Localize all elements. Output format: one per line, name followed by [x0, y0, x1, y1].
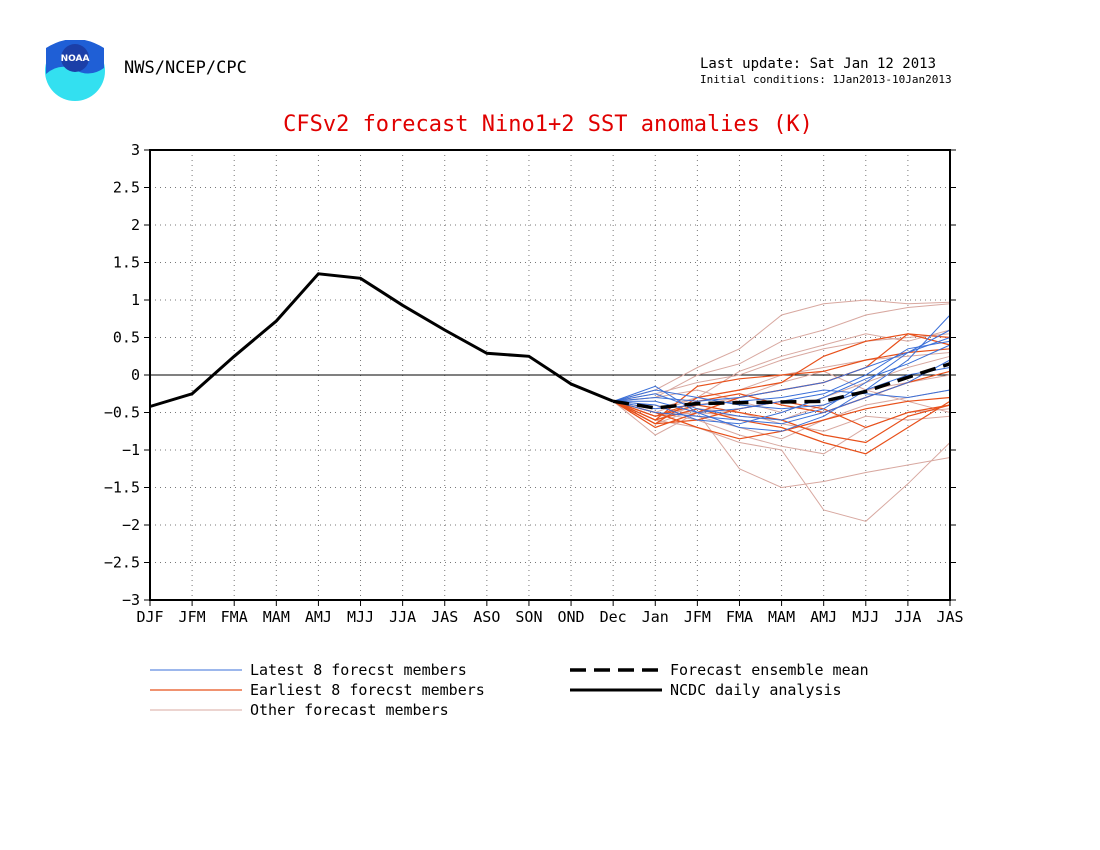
x-tick-label: JAS	[936, 608, 963, 626]
y-tick-label: −1	[122, 441, 140, 459]
legend-label-earliest: Earliest 8 forecst members	[250, 681, 485, 699]
x-tick-label: OND	[558, 608, 585, 626]
x-tick-label: JJA	[894, 608, 921, 626]
y-tick-label: −2.5	[104, 554, 140, 572]
y-tick-label: 0	[131, 366, 140, 384]
latest-member-line	[613, 367, 951, 410]
x-tick-label: JFM	[179, 608, 206, 626]
y-tick-label: −2	[122, 516, 140, 534]
chart-title-text: CFSv2 forecast Nino1+2 SST anomalies (K)	[283, 112, 813, 137]
legend: Latest 8 forecst members Earliest 8 forec…	[150, 661, 869, 719]
y-tick-label: 2.5	[113, 179, 140, 197]
x-tick-label: FMA	[221, 608, 248, 626]
y-tick-label: −1.5	[104, 479, 140, 497]
analysis-line	[149, 272, 614, 408]
last-update: Last update: Sat Jan 12 2013	[700, 56, 937, 72]
x-tick-label: AMJ	[810, 608, 837, 626]
x-tick-label: MAM	[768, 608, 795, 626]
latest-member-line	[613, 359, 951, 425]
logo-text: NOAA	[61, 54, 90, 64]
x-tick-label: Dec	[600, 608, 627, 626]
y-tick-label: −3	[122, 591, 140, 609]
y-tick-label: 1.5	[113, 254, 140, 272]
initial-conditions: Initial conditions: 1Jan2013-10Jan2013	[700, 73, 952, 86]
latest-member-line	[613, 314, 951, 432]
x-tick-label: DJF	[136, 608, 163, 626]
series-lines	[149, 272, 951, 522]
x-tick-label: JAS	[431, 608, 458, 626]
y-tick-label: 3	[131, 141, 140, 159]
x-tick-label: JJA	[389, 608, 416, 626]
ensemble-mean-line	[612, 362, 951, 410]
noaa-logo: NOAA	[45, 40, 105, 101]
plot-frame	[149, 149, 951, 601]
other-member-line	[613, 299, 951, 402]
other-member-line	[612, 400, 951, 489]
legend-label-mean: Forecast ensemble mean	[670, 661, 869, 679]
x-tick-label: JFM	[684, 608, 711, 626]
x-tick-label: AMJ	[305, 608, 332, 626]
grid-lines	[150, 150, 950, 600]
x-tick-label: ASO	[473, 608, 500, 626]
legend-label-analysis: NCDC daily analysis	[670, 681, 842, 699]
y-axis-ticks: −3 −2.5 −2 −1.5 −1 −0.5 0 0.5 1 1.5 2 2.5 3	[104, 141, 956, 609]
x-tick-label: SON	[515, 608, 542, 626]
chart-title: CFSv2 forecast Nino1+2 SST anomalies (K)	[0, 112, 1100, 137]
x-axis-ticks: DJF JFM FMA MAM AMJ MJJ JJA JAS ASO SON OND Dec Jan J…	[136, 600, 964, 626]
other-member-line	[613, 303, 951, 402]
y-tick-label: −0.5	[104, 404, 140, 422]
earliest-member-line	[612, 333, 951, 425]
x-tick-label: MJJ	[852, 608, 879, 626]
legend-label-other: Other forecast members	[250, 701, 449, 719]
y-tick-label: 0.5	[113, 329, 140, 347]
legend-label-latest: Latest 8 forecst members	[250, 661, 467, 679]
latest-member-line	[613, 344, 951, 425]
earliest-member-line	[612, 400, 951, 455]
x-tick-label: MAM	[263, 608, 290, 626]
earliest-member-line	[612, 348, 951, 421]
x-tick-label: MJJ	[347, 608, 374, 626]
y-tick-label: 2	[131, 216, 140, 234]
x-tick-label: Jan	[642, 608, 669, 626]
agency-label: NWS/NCEP/CPC	[124, 58, 247, 78]
x-tick-label: FMA	[726, 608, 753, 626]
y-tick-label: 1	[131, 291, 140, 309]
